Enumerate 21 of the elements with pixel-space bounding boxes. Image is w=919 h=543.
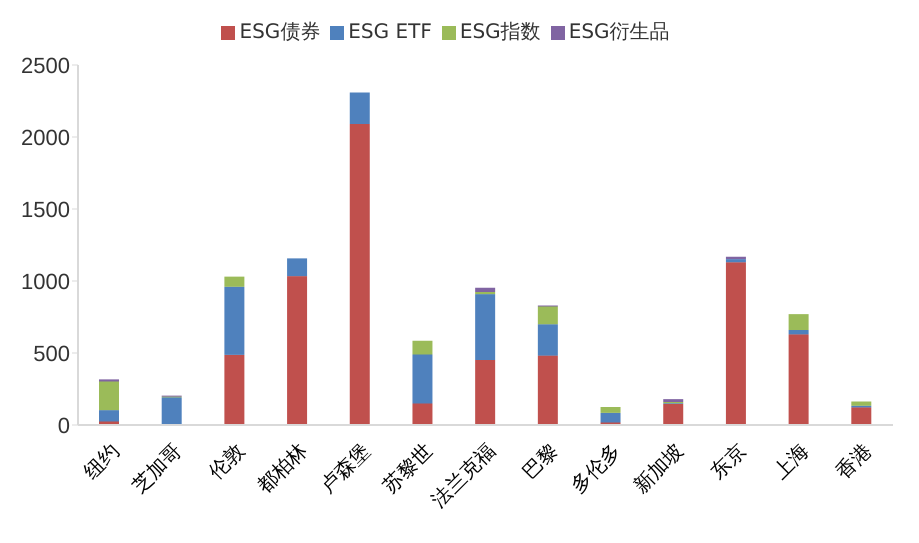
x-tick-label: 香港 [830,438,876,484]
x-tick-label: 都柏林 [252,438,312,498]
x-tick-label: 东京 [705,438,751,484]
legend-label: ESG ETF [348,19,432,43]
legend-label: ESG衍生品 [568,19,670,43]
x-tick-label: 巴黎 [517,438,562,484]
x-tick-label: 芝加哥 [126,438,186,498]
y-tick-label: 2500 [21,52,70,78]
legend-label: ESG指数 [460,19,541,43]
x-tick-label: 伦敦 [204,438,250,484]
x-tick-label: 卢森堡 [315,438,374,498]
y-tick-label: 1500 [21,196,70,222]
y-tick-label: 0 [58,412,70,438]
y-tick-label: 1000 [21,268,70,294]
x-tick-label: 上海 [768,438,814,484]
y-tick-label: 2000 [21,124,70,150]
y-tick-label: 500 [33,340,70,366]
x-tick-label: 多伦多 [566,438,626,498]
x-tick-label: 新加坡 [628,438,688,498]
legend-label: ESG债券 [239,19,320,43]
x-tick-label: 纽约 [78,438,124,484]
